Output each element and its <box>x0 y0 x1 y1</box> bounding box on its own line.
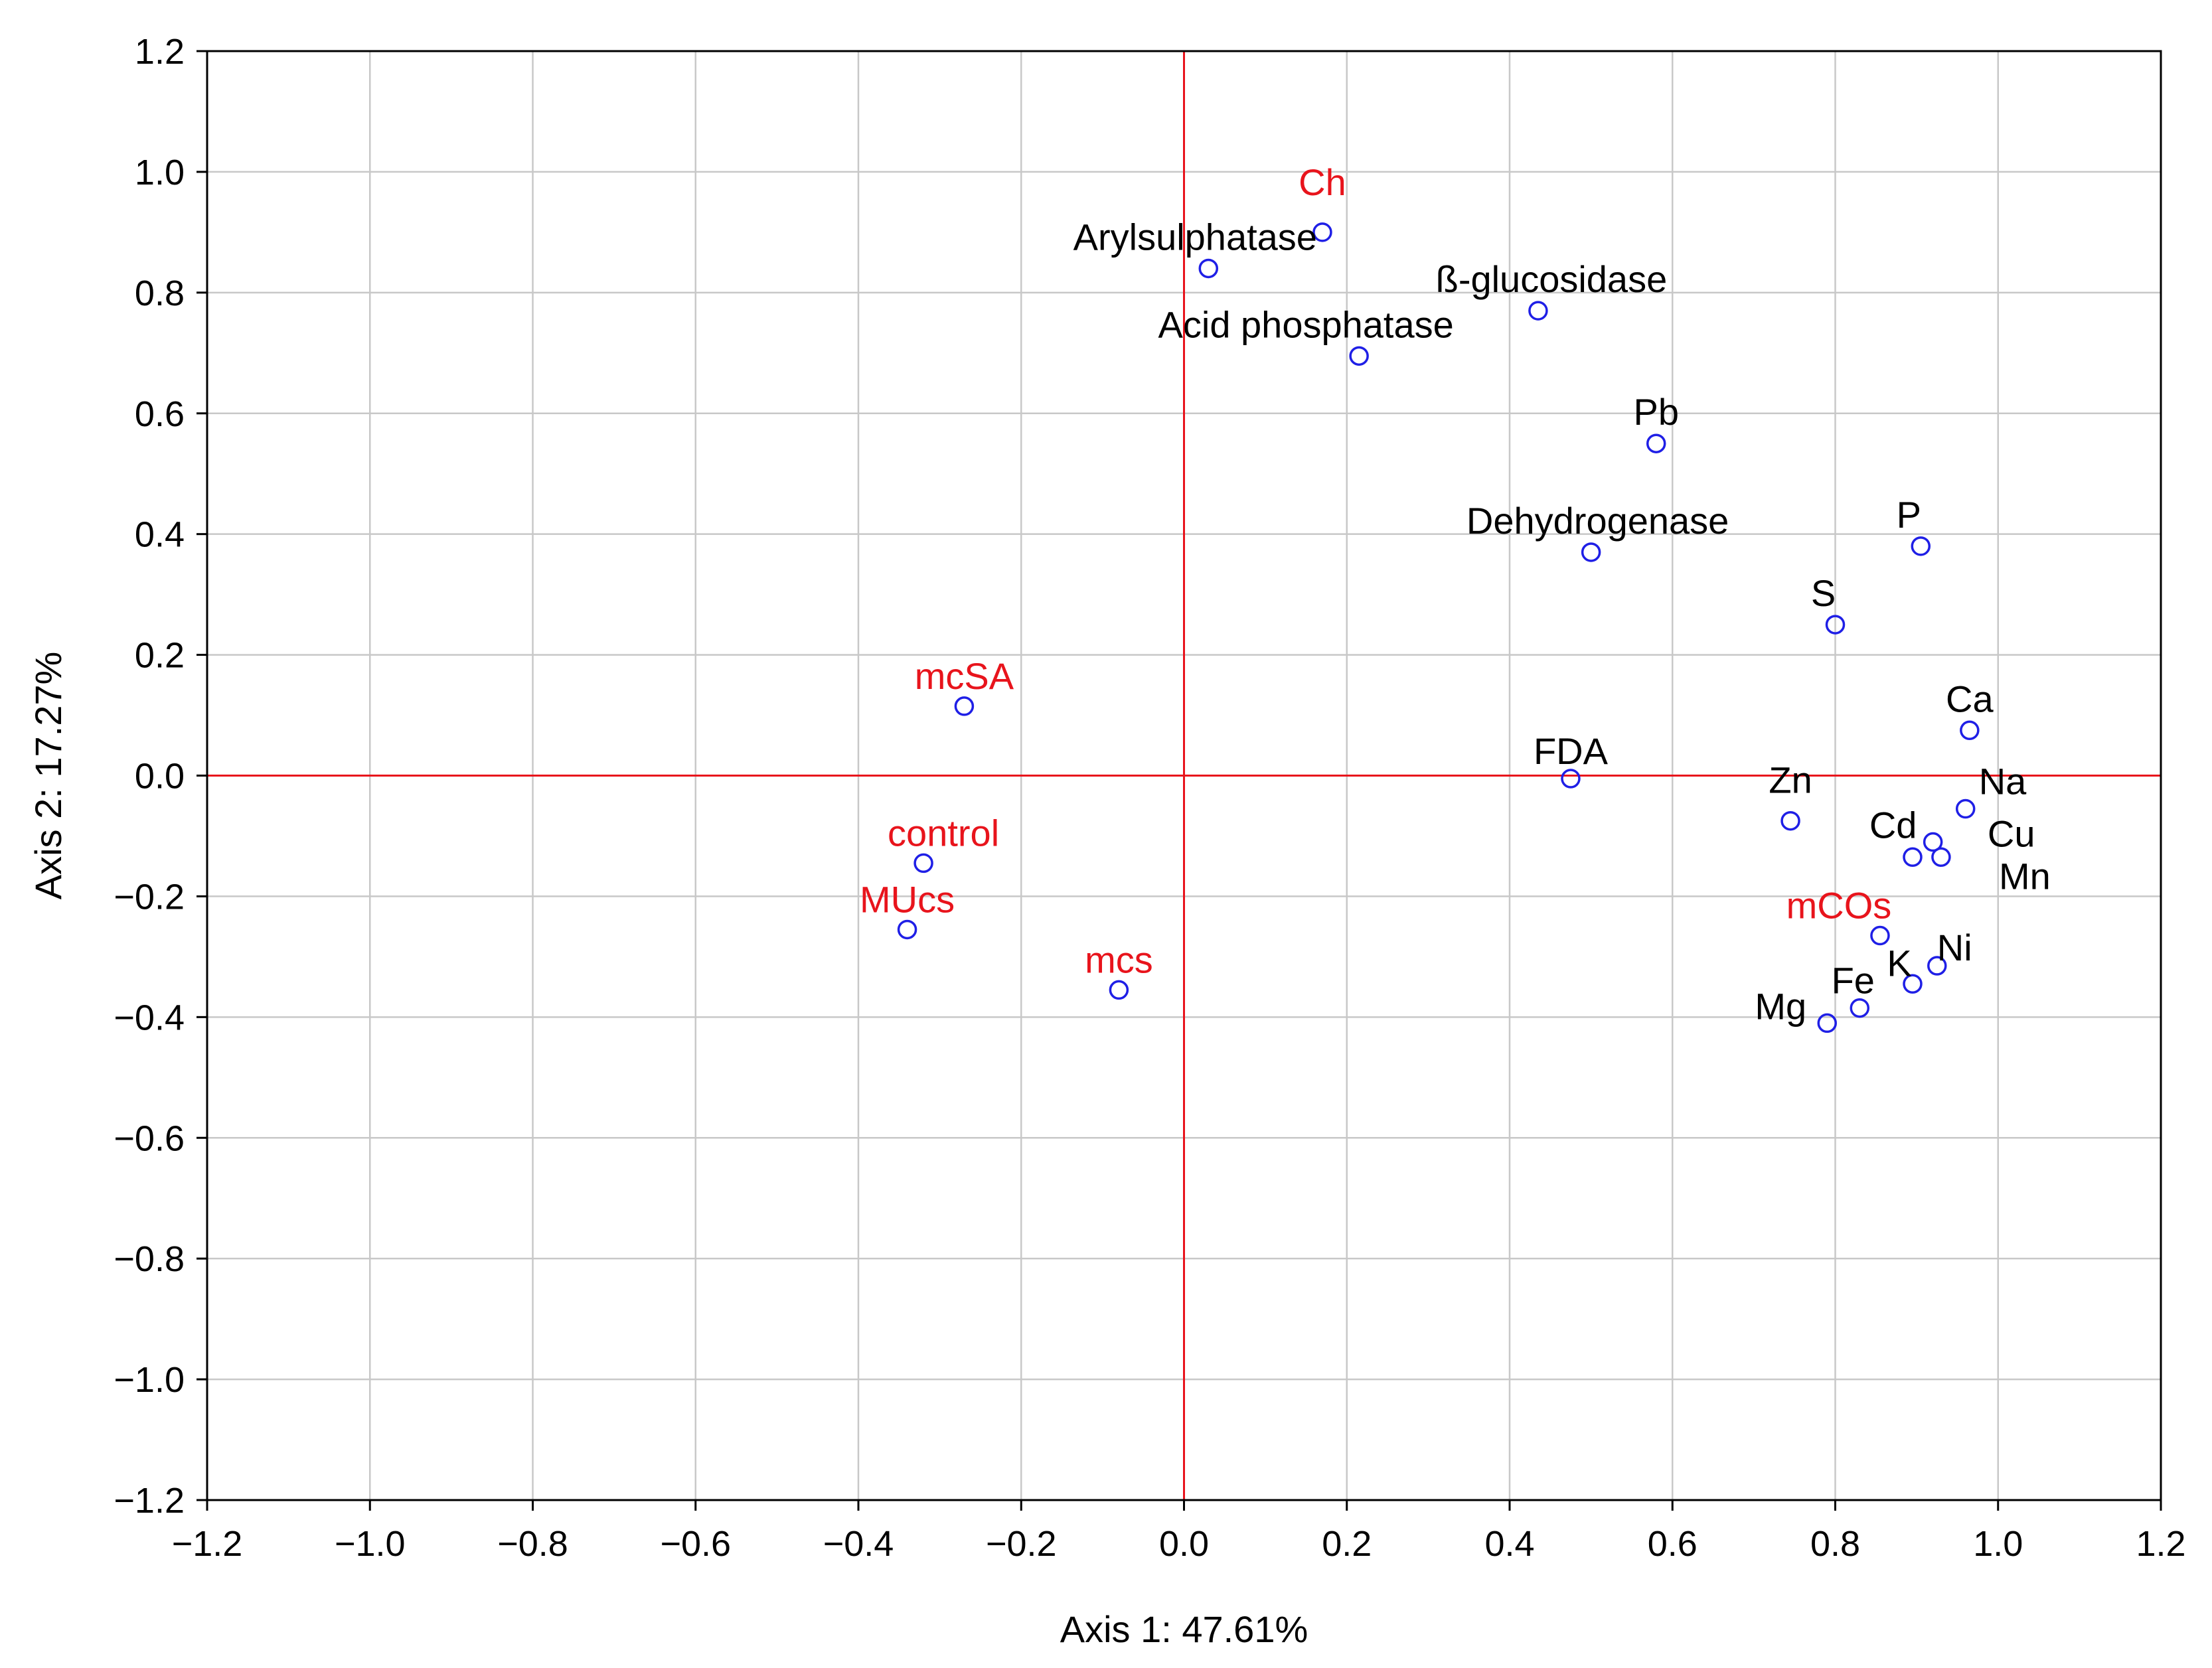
point-label-k: K <box>1887 942 1911 984</box>
point-label-mn: Mn <box>1999 855 2051 897</box>
point-label-mcos: mCOs <box>1786 885 1892 927</box>
x-tick-label: 0.2 <box>1322 1524 1372 1564</box>
x-axis-title: Axis 1: 47.61% <box>1060 1608 1308 1650</box>
point-marker-mn <box>1903 847 1923 868</box>
point-label-cd: Cd <box>1869 804 1917 846</box>
y-tick-label: 0.6 <box>135 394 185 434</box>
point-label-mucs: MUcs <box>860 878 955 920</box>
point-label-dehydrogenase: Dehydrogenase <box>1466 500 1729 542</box>
point-marker-na <box>1955 798 1976 819</box>
y-tick-label: 0.8 <box>135 273 185 313</box>
y-tick-label: 0.2 <box>135 636 185 676</box>
point-marker-arylsulphatase <box>1198 258 1219 279</box>
point-marker-control <box>913 853 933 873</box>
point-marker-mcs <box>1109 980 1129 1000</box>
x-tick-label: 0.4 <box>1484 1524 1534 1564</box>
point-label-s: S <box>1811 572 1836 614</box>
y-tick-label: −0.2 <box>114 877 185 917</box>
y-tick-label: −1.0 <box>114 1360 185 1400</box>
point-label-zn: Zn <box>1769 759 1812 801</box>
point-label-acid-phosphatase: Acid phosphatase <box>1158 303 1454 345</box>
y-tick-label: −0.6 <box>114 1118 185 1158</box>
point-marker-mucs <box>897 919 917 940</box>
point-marker-k <box>1903 974 1923 994</box>
point-marker-dehydrogenase <box>1581 542 1601 562</box>
point-marker-fe <box>1850 998 1870 1018</box>
x-tick-label: −0.8 <box>497 1524 568 1564</box>
y-tick-label: 1.2 <box>135 32 185 72</box>
axis-ticks: −1.2 −1.0 −0.8 −0.6 −0.4 −0.2 0.0 0.2 0.4 0.6 0.8 1… <box>114 32 2185 1564</box>
point-marker-zn <box>1780 810 1800 831</box>
point-marker-mcsa <box>954 696 975 716</box>
origin-lines <box>207 51 2161 1500</box>
x-tick-label: −0.6 <box>660 1524 731 1564</box>
point-label-cu: Cu <box>1988 812 2035 854</box>
point-label-mcs: mcs <box>1085 939 1153 980</box>
y-tick-label: 0.4 <box>135 515 185 555</box>
x-tick-label: 0.0 <box>1159 1524 1209 1564</box>
y-tick-label: −1.2 <box>114 1481 185 1521</box>
x-tick-label: 0.6 <box>1648 1524 1698 1564</box>
point-label-ch: Ch <box>1299 161 1346 203</box>
point-label-glucosidase: ß-glucosidase <box>1436 258 1668 300</box>
y-tick-label: 0.0 <box>135 757 185 796</box>
point-label-control: control <box>888 812 999 854</box>
point-label-mcsa: mcSA <box>915 655 1014 697</box>
x-tick-label: 0.8 <box>1810 1524 1860 1564</box>
point-marker-s <box>1825 615 1846 635</box>
point-label-ca: Ca <box>1946 678 1994 720</box>
y-tick-label: −0.8 <box>114 1239 185 1279</box>
point-label-p: P <box>1897 494 1921 536</box>
data-markers <box>897 222 1980 1033</box>
point-label-na: Na <box>1979 761 2027 802</box>
point-marker-ca <box>1960 720 1980 741</box>
point-marker-ni <box>1927 956 1947 976</box>
x-tick-label: 1.0 <box>1973 1524 2023 1564</box>
x-tick-label: −1.2 <box>172 1524 243 1564</box>
point-marker-pb <box>1646 433 1666 453</box>
y-axis-title: Axis 2: 17.27% <box>27 652 69 900</box>
x-tick-label: 1.2 <box>2136 1524 2185 1564</box>
point-marker-cd <box>1923 832 1943 852</box>
point-label-arylsulphatase: Arylsulphatase <box>1073 216 1317 258</box>
point-marker-mcos <box>1870 925 1890 946</box>
point-marker-ch <box>1312 222 1332 242</box>
point-marker-p <box>1911 536 1931 556</box>
point-label-ni: Ni <box>1937 927 1972 968</box>
x-tick-label: −0.4 <box>823 1524 894 1564</box>
point-marker-cu <box>1931 847 1951 868</box>
point-label-mg: Mg <box>1755 985 1806 1027</box>
point-label-fe: Fe <box>1832 960 1875 1002</box>
point-label-pb: Pb <box>1633 391 1679 433</box>
point-marker-fda <box>1561 769 1581 789</box>
x-tick-label: −1.0 <box>335 1524 406 1564</box>
point-marker-acid-phosphatase <box>1349 346 1369 366</box>
x-tick-label: −0.2 <box>986 1524 1057 1564</box>
point-marker-glucosidase <box>1528 301 1548 321</box>
y-tick-label: 1.0 <box>135 153 185 192</box>
point-marker-mg <box>1817 1013 1837 1033</box>
point-label-fda: FDA <box>1534 730 1609 772</box>
y-tick-label: −0.4 <box>114 998 185 1037</box>
